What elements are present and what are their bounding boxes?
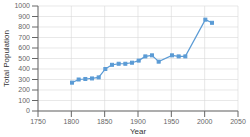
svg-text:Year: Year [130,127,147,136]
svg-text:1850: 1850 [97,118,113,125]
svg-text:Total Population: Total Population [8,30,11,87]
svg-text:2050: 2050 [230,118,242,125]
svg-text:800: 800 [18,23,30,30]
svg-text:2000: 2000 [197,118,213,125]
svg-text:1750: 1750 [30,118,46,125]
svg-text:1950: 1950 [164,118,180,125]
svg-text:500: 500 [18,55,30,62]
svg-text:100: 100 [18,97,30,104]
svg-text:1900: 1900 [130,118,146,125]
svg-text:700: 700 [18,34,30,41]
svg-text:200: 200 [18,86,30,93]
svg-text:900: 900 [18,13,30,20]
svg-text:600: 600 [18,44,30,51]
svg-text:300: 300 [18,76,30,83]
svg-text:400: 400 [18,65,30,72]
svg-text:1000: 1000 [14,2,30,9]
svg-text:0: 0 [26,107,30,114]
svg-text:1800: 1800 [64,118,80,125]
